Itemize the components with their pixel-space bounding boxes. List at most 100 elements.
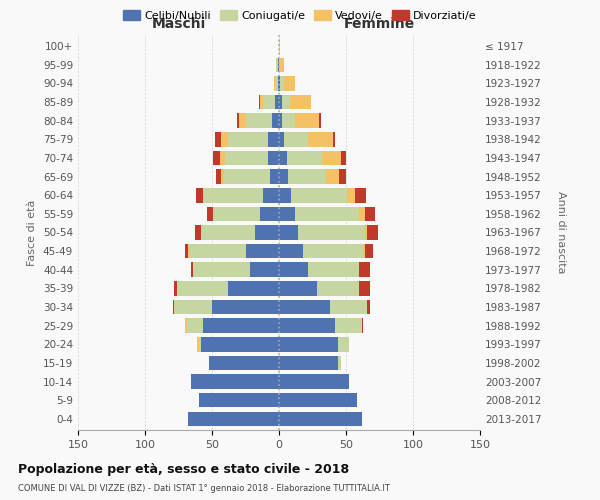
Bar: [338, 337, 349, 351]
Bar: [263, 188, 279, 202]
Bar: [364, 244, 365, 258]
Y-axis label: Fasce di età: Fasce di età: [28, 200, 37, 266]
Bar: [201, 225, 255, 240]
Bar: [177, 281, 228, 295]
Bar: [280, 76, 284, 90]
Bar: [221, 170, 224, 184]
Bar: [216, 170, 221, 184]
Bar: [281, 95, 290, 110]
Bar: [279, 225, 298, 240]
Bar: [355, 188, 366, 202]
Bar: [287, 150, 322, 165]
Bar: [279, 76, 280, 90]
Bar: [175, 281, 177, 295]
Bar: [215, 132, 221, 146]
Bar: [220, 150, 226, 165]
Bar: [295, 114, 319, 128]
Bar: [212, 300, 279, 314]
Bar: [224, 170, 269, 184]
Bar: [191, 374, 279, 389]
Bar: [206, 206, 214, 221]
Bar: [278, 58, 279, 72]
Bar: [274, 76, 275, 90]
Bar: [279, 95, 281, 110]
Bar: [245, 114, 272, 128]
Bar: [295, 206, 359, 221]
Bar: [188, 412, 279, 426]
Bar: [269, 170, 279, 184]
Text: Femmine: Femmine: [344, 18, 415, 32]
Bar: [279, 170, 289, 184]
Bar: [365, 206, 376, 221]
Bar: [260, 95, 263, 110]
Bar: [209, 356, 279, 370]
Bar: [279, 412, 362, 426]
Bar: [279, 114, 281, 128]
Text: Popolazione per età, sesso e stato civile - 2018: Popolazione per età, sesso e stato civil…: [18, 462, 349, 475]
Bar: [245, 244, 279, 258]
Bar: [284, 76, 295, 90]
Bar: [279, 318, 335, 333]
Bar: [279, 393, 357, 407]
Bar: [279, 188, 291, 202]
Bar: [263, 95, 275, 110]
Bar: [228, 281, 279, 295]
Bar: [338, 356, 341, 370]
Bar: [281, 114, 295, 128]
Bar: [284, 132, 308, 146]
Bar: [260, 206, 279, 221]
Bar: [279, 262, 308, 277]
Bar: [279, 206, 295, 221]
Bar: [347, 188, 355, 202]
Bar: [197, 337, 199, 351]
Bar: [308, 262, 359, 277]
Bar: [279, 244, 303, 258]
Bar: [185, 244, 188, 258]
Bar: [365, 225, 367, 240]
Bar: [203, 318, 279, 333]
Bar: [317, 281, 359, 295]
Bar: [272, 114, 279, 128]
Bar: [189, 244, 245, 258]
Bar: [201, 337, 279, 351]
Bar: [279, 132, 284, 146]
Bar: [330, 300, 367, 314]
Bar: [279, 39, 280, 54]
Bar: [221, 132, 228, 146]
Bar: [250, 262, 279, 277]
Bar: [214, 206, 260, 221]
Bar: [359, 262, 370, 277]
Bar: [367, 225, 378, 240]
Bar: [268, 132, 279, 146]
Bar: [303, 244, 364, 258]
Bar: [359, 206, 365, 221]
Bar: [173, 300, 175, 314]
Bar: [308, 132, 332, 146]
Bar: [341, 150, 346, 165]
Bar: [187, 318, 203, 333]
Bar: [194, 225, 201, 240]
Bar: [275, 95, 279, 110]
Bar: [319, 114, 320, 128]
Text: Maschi: Maschi: [151, 18, 206, 32]
Text: COMUNE DI VAL DI VIZZE (BZ) - Dati ISTAT 1° gennaio 2018 - Elaborazione TUTTITAL: COMUNE DI VAL DI VIZZE (BZ) - Dati ISTAT…: [18, 484, 390, 493]
Bar: [279, 281, 317, 295]
Y-axis label: Anni di nascita: Anni di nascita: [556, 191, 566, 274]
Bar: [326, 170, 340, 184]
Bar: [279, 300, 330, 314]
Bar: [359, 281, 370, 295]
Bar: [291, 188, 347, 202]
Bar: [362, 318, 364, 333]
Bar: [335, 318, 362, 333]
Bar: [238, 114, 239, 128]
Bar: [239, 114, 245, 128]
Bar: [322, 150, 341, 165]
Bar: [280, 58, 284, 72]
Bar: [340, 170, 346, 184]
Bar: [275, 76, 278, 90]
Bar: [228, 132, 268, 146]
Bar: [290, 95, 311, 110]
Bar: [279, 374, 349, 389]
Bar: [191, 262, 193, 277]
Bar: [365, 244, 373, 258]
